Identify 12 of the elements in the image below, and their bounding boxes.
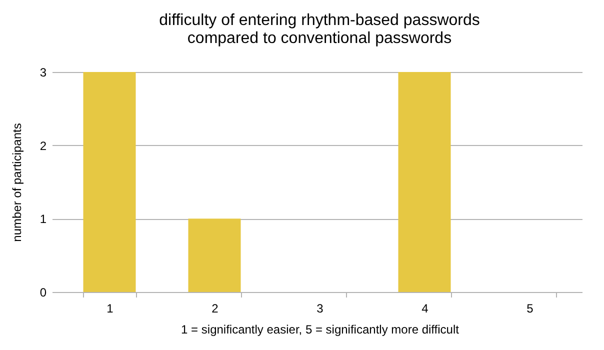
y-axis-title: number of participants <box>10 123 24 242</box>
x-tick-label: 1 <box>106 302 114 316</box>
x-tick-label: 4 <box>422 302 429 316</box>
x-tick-label: 5 <box>526 302 534 316</box>
x-axis-title: 1 = significantly easier, 5 = significantly more difficult <box>181 322 460 336</box>
x-tick-label: 2 <box>212 302 219 316</box>
y-tick-label: 2 <box>40 138 47 153</box>
chart-title: difficulty of entering rhythm-based passwords compared to conventional passwords <box>159 12 480 47</box>
x-tick-label: 3 <box>316 302 324 316</box>
y-tick-label: 3 <box>40 66 47 80</box>
y-tick-label: 1 <box>40 212 47 226</box>
y-tick-label: 0 <box>40 286 47 300</box>
